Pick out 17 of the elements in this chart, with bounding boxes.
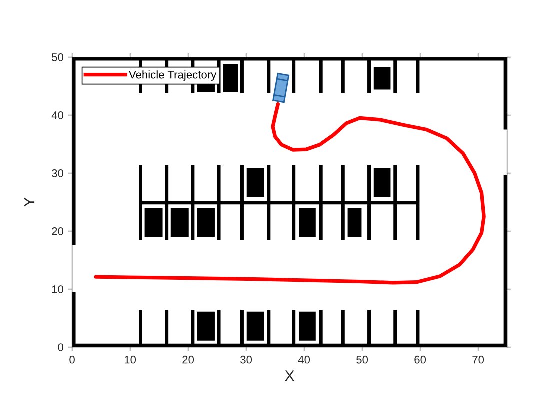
- x-tick-label: 50: [356, 356, 368, 364]
- x-axis-title: X: [285, 370, 295, 382]
- y-tick-label: 10: [52, 286, 64, 294]
- x-tick-label: 30: [240, 356, 252, 364]
- y-tick-label: 0: [58, 344, 64, 352]
- x-tick-label: 60: [414, 356, 426, 364]
- y-tick-label: 50: [52, 54, 64, 62]
- legend-label: Vehicle Trajectory: [129, 70, 217, 81]
- y-tick-label: 20: [52, 228, 64, 236]
- y-axis-title: Y: [24, 198, 35, 208]
- y-tick-label: 30: [52, 170, 64, 178]
- y-tick-label: 40: [52, 112, 64, 120]
- x-tick-label: 0: [70, 356, 75, 364]
- x-tick-label: 20: [182, 356, 194, 364]
- x-tick-label: 70: [472, 356, 484, 364]
- x-tick-label: 40: [298, 356, 310, 364]
- x-tick-label: 10: [124, 356, 136, 364]
